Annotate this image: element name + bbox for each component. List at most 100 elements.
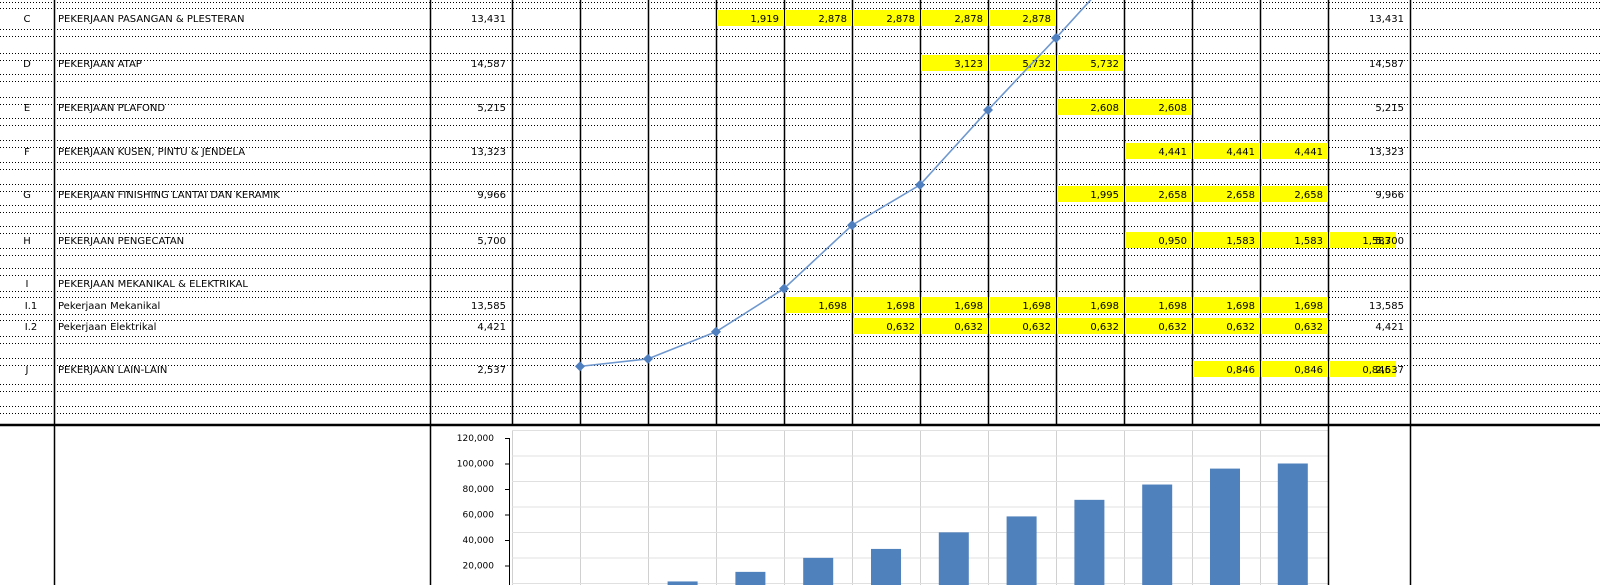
row-weight: 5,700 [477,236,506,247]
cell-value: 1,698 [886,301,915,312]
highlight-cell [1329,232,1396,248]
highlight-cell [989,10,1056,26]
highlight-cells [717,10,1396,377]
highlight-cell [1329,361,1396,377]
s-curve-marker [1051,33,1061,44]
bar-10 [1142,484,1173,585]
cell-value: 0,950 [1158,236,1187,247]
cell-value: 0,632 [954,322,983,333]
s-curve [575,0,1092,372]
highlight-cell [853,318,920,334]
highlight-cell [921,10,988,26]
cell-value: 1,698 [1090,301,1119,312]
s-curve-marker [915,179,925,190]
cell-value: 0,632 [1226,322,1255,333]
row-description: PEKERJAAN ATAP [58,59,142,70]
cell-value: 2,878 [818,14,847,25]
cell-value: 1,698 [954,301,983,312]
highlight-cell [785,297,852,313]
cell-value: 2,608 [1090,103,1119,114]
s-curve-line [579,0,1092,368]
cell-value: 4,441 [1158,147,1187,158]
row-total: 4,421 [1375,322,1404,333]
cell-value: 0,632 [1158,322,1187,333]
cell-value: 0,846 [1226,365,1255,376]
row-total: 13,431 [1369,14,1404,25]
s-curve-marker [643,353,653,364]
row-weight: 14,587 [471,59,506,70]
highlight-cell [921,55,988,71]
row-description: Pekerjaan Mekanikal [58,301,160,312]
y-tick-label: 20,000 [463,562,495,572]
row-description: PEKERJAAN MEKANIKAL & ELEKTRIKAL [58,279,248,290]
cell-value: 1,995 [1090,190,1119,201]
schedule-grid [0,0,1600,427]
highlight-cell [989,297,1056,313]
bar-9 [1074,499,1105,585]
highlight-cell [1125,318,1192,334]
highlight-cell [785,10,852,26]
y-tick-label: 40,000 [463,536,495,546]
y-tick-label: 80,000 [463,485,495,495]
y-tick-label: 60,000 [463,511,495,521]
cell-value: 2,878 [954,14,983,25]
row-code: H [23,236,31,247]
highlight-cell [1125,186,1192,202]
highlight-cell [1057,55,1124,71]
highlight-cell [989,55,1056,71]
row-description: PEKERJAAN PLAFOND [58,103,165,114]
highlight-cell [921,297,988,313]
cell-value: 1,698 [1022,301,1051,312]
highlight-cell [1057,297,1124,313]
row-total: 13,323 [1369,147,1404,158]
cell-value: 3,123 [954,59,983,70]
highlight-cell [1193,297,1260,313]
row-code: G [23,190,31,201]
highlight-cell [1193,361,1260,377]
row-total: 13,585 [1369,301,1404,312]
highlight-cell [1125,143,1192,159]
row-weight: 2,537 [477,365,506,376]
highlight-cell [1261,318,1328,334]
cell-value: 2,878 [1022,14,1051,25]
s-curve-marker [779,283,789,294]
s-curve-marker [711,326,721,337]
highlight-cell [1057,186,1124,202]
bar-5 [803,557,834,585]
highlight-cell [1125,232,1192,248]
bar-3 [667,581,698,585]
highlight-cell [1261,361,1328,377]
cell-value: 0,632 [886,322,915,333]
y-tick-label: 100,000 [457,460,494,470]
row-code: C [24,14,31,25]
progress-bar-chart: 120,000 100,000 80,000 60,000 40,000 20,000 [53,425,1412,585]
row-total: 5,215 [1375,103,1404,114]
s-curve-marker [847,220,857,231]
cell-value: 1,698 [1226,301,1255,312]
cell-value: 1,583 [1294,236,1323,247]
row-code: I [26,279,29,290]
cell-value: 4,441 [1294,147,1323,158]
cell-value: 2,608 [1158,103,1187,114]
row-description: PEKERJAAN PENGECATAN [58,236,184,247]
highlight-cell [1193,186,1260,202]
row-description: Pekerjaan Elektrikal [58,322,156,333]
cell-value: 1,583 [1362,236,1391,247]
cell-value: 1,583 [1226,236,1255,247]
cell-value: 1,698 [1158,301,1187,312]
row-code: I.1 [25,301,38,312]
row-total: 5,700 [1375,236,1404,247]
row-weight: 13,323 [471,147,506,158]
highlight-cell [853,10,920,26]
cell-value: 5,732 [1022,59,1051,70]
row-code: F [24,147,30,158]
row-code: J [25,365,29,376]
s-curve-marker [983,105,993,116]
row-description: PEKERJAAN KUSEN, PINTU & JENDELA [58,147,245,158]
row-description: PEKERJAAN PASANGAN & PLESTERAN [58,14,244,25]
row-total: 14,587 [1369,59,1404,70]
highlight-cell [1193,232,1260,248]
bar-8 [1006,516,1037,585]
bar-11 [1210,468,1240,585]
